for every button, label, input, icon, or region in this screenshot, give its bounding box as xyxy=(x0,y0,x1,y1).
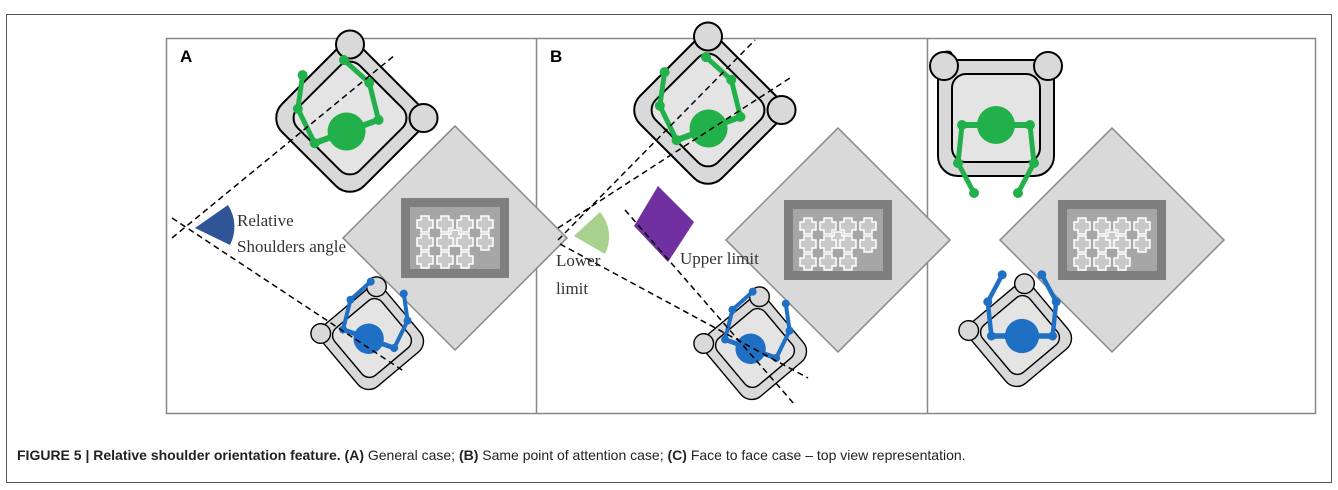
panel-label: A xyxy=(180,47,192,66)
caption-label: (B) xyxy=(459,447,478,463)
annotation: Relative xyxy=(237,211,294,230)
caption-title: FIGURE 5 | Relative shoulder orientation… xyxy=(17,447,341,463)
caption-text: General case; xyxy=(368,447,455,463)
annotation: limit xyxy=(556,279,588,298)
caption: FIGURE 5 | Relative shoulder orientation… xyxy=(17,447,966,463)
panel-label: B xyxy=(550,47,562,66)
annotation: Upper limit xyxy=(680,249,759,268)
annotation: Lower xyxy=(556,251,601,270)
annotation: Shoulders angle xyxy=(237,237,346,256)
caption-text: Same point of attention case; xyxy=(482,447,663,463)
caption-text: Face to face case – top view representat… xyxy=(691,447,966,463)
caption-label: (C) xyxy=(668,447,687,463)
caption-label: (A) xyxy=(345,447,364,463)
page: A Relative Shoulders angle B Lower limit xyxy=(0,0,1338,490)
figure: A Relative Shoulders angle B Lower limit xyxy=(0,0,1338,490)
